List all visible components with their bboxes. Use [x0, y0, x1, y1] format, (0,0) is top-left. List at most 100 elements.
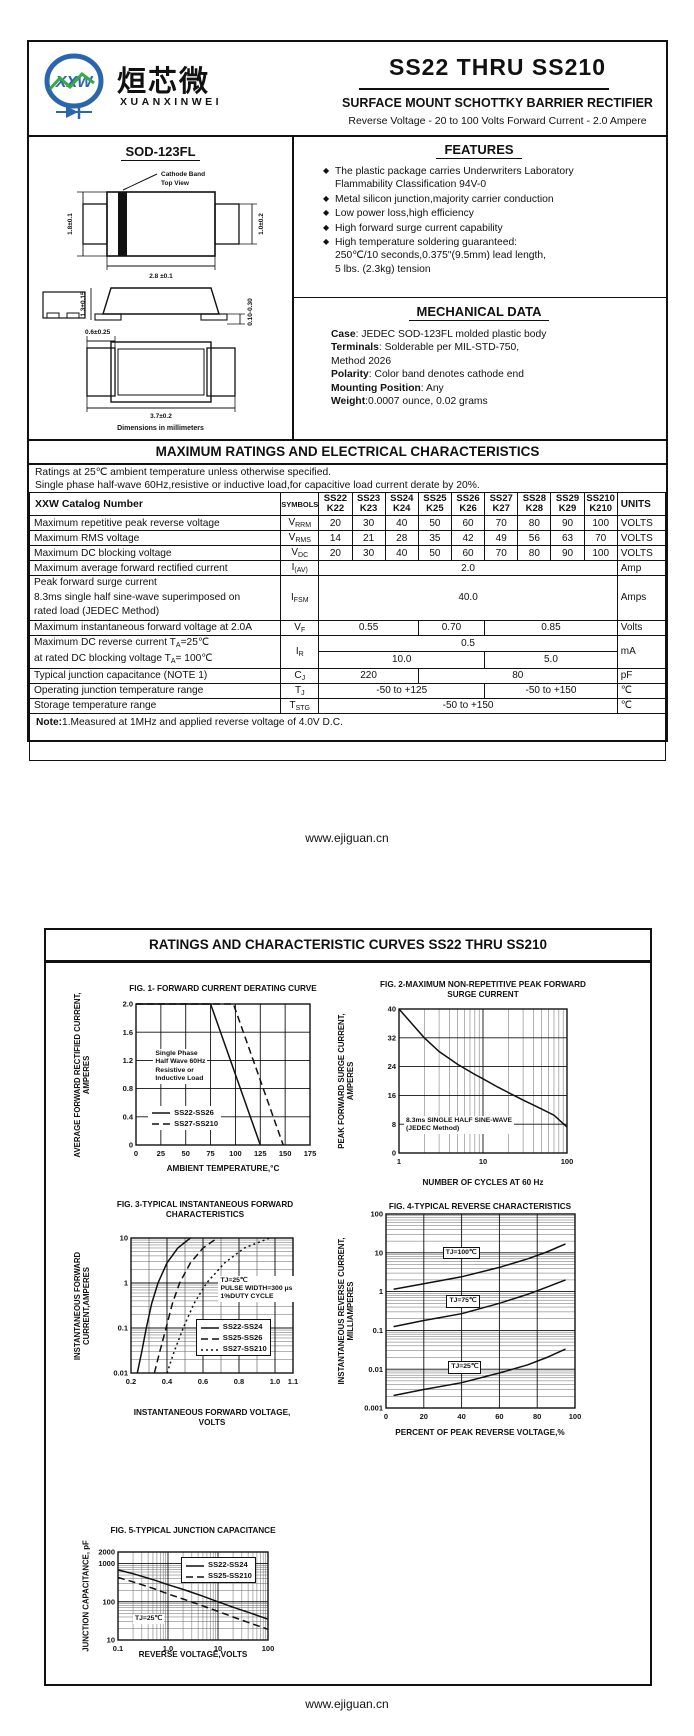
- part-alias: K29: [558, 503, 577, 514]
- mechanical-text: :0.0007 ounce, 0.02 grams: [365, 396, 488, 408]
- feature-item: Flammability Classification 94V-0: [323, 178, 659, 191]
- x-tick-label: 0.8: [234, 1377, 244, 1386]
- x-tick-label: 75: [206, 1149, 214, 1158]
- x-tick-label: 0.6: [198, 1377, 208, 1386]
- chart-y-axis-label-line: CURRENT,AMPERES: [82, 1266, 91, 1345]
- plot-border: [385, 1213, 576, 1409]
- chart-y-axis-label-line: INSTANTANEOUS FORWARD: [73, 1251, 82, 1360]
- y-tick-label: 0.4: [123, 1112, 134, 1121]
- value-cell: 90: [550, 545, 585, 561]
- mechanical-text: : Color band denotes cathode end: [368, 369, 524, 381]
- chart-x-axis-label-line: REVERSE VOLTAGE,VOLTS: [138, 1650, 248, 1659]
- units-header-cell: UNITS: [616, 492, 667, 516]
- row-label-cell: Storage temperature range: [28, 697, 282, 714]
- svg-text:1.3±0.15: 1.3±0.15: [80, 291, 87, 317]
- row-label-cell: Peak forward surge current 8.3ms single h…: [28, 575, 282, 621]
- svg-text:0.10-0.30: 0.10-0.30: [247, 298, 254, 326]
- value-cell: 50: [417, 545, 452, 561]
- chart-plot-fig2: 1 10 100 0 8 16 24 32 40: [388, 1005, 574, 1166]
- chart-title-line: FIG. 3-TYPICAL INSTANTANEOUS FORWARD: [116, 1200, 294, 1209]
- chart-annotation-line: PULSE WIDTH=300 μs: [220, 1285, 293, 1292]
- row-label-cell: Maximum DC blocking voltage: [28, 545, 282, 561]
- part-number: SS210: [586, 493, 615, 504]
- value-cell: 10.0: [318, 651, 486, 669]
- unit-cell: mA: [616, 634, 667, 669]
- x-tick-label: 0: [384, 1412, 388, 1421]
- value-cell: 0.5: [318, 634, 618, 652]
- mechanical-line: Mounting Position: Any: [331, 382, 661, 395]
- company-name-cn: 烜芯微: [117, 66, 211, 98]
- plot-border: [117, 1551, 269, 1641]
- chart-annotation-line: Resistive or: [155, 1066, 194, 1074]
- row-symbol-cell: CJ: [280, 667, 320, 684]
- row-symbol-cell: I(AV): [280, 560, 320, 576]
- text-segment: Maximum RMS voltage: [34, 532, 140, 544]
- text-segment: (AV): [294, 567, 308, 574]
- text-segment: V: [294, 621, 301, 633]
- feature-text: Low power loss,high efficiency: [335, 208, 474, 220]
- text-segment: FSM: [293, 596, 309, 604]
- text-segment: Maximum DC blocking voltage: [34, 547, 172, 559]
- chart-annotation: 8.3ms SINGLE HALF SINE-WAVE (JEDEC Method…: [404, 1115, 515, 1134]
- row-symbol-cell: VF: [280, 619, 320, 636]
- text-segment: rated load (JEDEC Method): [34, 606, 160, 617]
- part-number-cell: SS27 K27: [484, 492, 519, 516]
- column-divider: [292, 135, 294, 439]
- y-tick-label: 24: [388, 1062, 397, 1071]
- part-number: SS26: [456, 493, 480, 504]
- text-segment: J: [301, 674, 306, 682]
- unit-cell: ℃: [616, 682, 667, 699]
- unit-cell: VOLTS: [616, 530, 667, 546]
- table-note-row: Note:1.Measured at 1MHz and applied reve…: [29, 712, 666, 761]
- series-curve-SS22-SS24: [117, 1569, 269, 1620]
- chart-title-line: FIG. 1- FORWARD CURRENT DERATING CURVE: [129, 984, 317, 993]
- x-tick-label: 20: [420, 1412, 428, 1421]
- part-number: SS28: [522, 493, 546, 504]
- chart-annotation: TJ=25℃: [133, 1613, 165, 1624]
- y-tick-label: 0: [392, 1149, 396, 1158]
- row-label-line: Operating junction temperature range: [34, 684, 278, 697]
- chart-y-axis-label-line: PEAK FORWARD SURGE CURRENT,: [337, 1013, 346, 1149]
- chart-y-axis-label-line: AMPERES: [346, 1061, 355, 1101]
- x-tick-label: 100: [569, 1412, 582, 1421]
- legend-label: SS27-SS210: [174, 1118, 219, 1128]
- ratings-table: XXW Catalog Number SYMBOLS SS22 K22 SS23 K23 S…: [28, 492, 667, 761]
- chart-annotation-line: TJ=25℃: [451, 1363, 479, 1371]
- value-cell: 80: [417, 667, 618, 684]
- table-row: Peak forward surge current 8.3ms single h…: [28, 575, 667, 621]
- y-tick-label: 0.01: [368, 1365, 383, 1374]
- text-segment: RMS: [295, 537, 311, 544]
- chart-title-line: CHARACTERISTICS: [165, 1209, 245, 1219]
- feature-item: ◆ High forward surge current capability: [323, 221, 659, 235]
- chart-annotation: TJ=75℃: [446, 1295, 480, 1308]
- legend-line-sample-icon: [186, 1564, 204, 1567]
- chart-x-axis-label: INSTANTANEOUS FORWARD VOLTAGE, VOLTS: [134, 1408, 291, 1427]
- catalog-header-cell: XXW Catalog Number: [28, 492, 282, 516]
- table-row: Operating junction temperature range TJ -5…: [28, 682, 667, 699]
- chart-annotation-line: TJ=25℃: [220, 1276, 248, 1284]
- unit-cell: pF: [616, 667, 667, 684]
- row-label-line: Maximum RMS voltage: [34, 532, 278, 545]
- page-subtitle: SURFACE MOUNT SCHOTTKY BARRIER RECTIFIER: [342, 96, 653, 110]
- feature-bullet-icon: ◆: [323, 208, 330, 218]
- value-cell: 63: [550, 530, 585, 546]
- value-cell: 35: [417, 530, 452, 546]
- table-row: 10.0 5.0: [30, 651, 666, 669]
- chart-x-axis-label-line: INSTANTANEOUS FORWARD VOLTAGE,: [133, 1408, 291, 1417]
- chart-annotation: TJ=25℃ PULSE WIDTH=300 μs 1%DUTY CYCLE: [218, 1275, 295, 1303]
- figure-fig2: FIG. 2-MAXIMUM NON-REPETITIVE PEAK FORWA…: [330, 975, 654, 1213]
- mechanical-text: : Solderable per MIL-STD-750,: [378, 342, 520, 354]
- svg-text:3.7±0.2: 3.7±0.2: [150, 413, 172, 420]
- series-curve-TJ=100℃: [393, 1243, 566, 1290]
- value-cell: 40.0: [318, 575, 618, 621]
- y-tick-label: 1.6: [123, 1028, 133, 1037]
- y-tick-label: 1.2: [123, 1056, 133, 1065]
- chart-x-axis-label: AMBIENT TEMPERATURE,°C: [167, 1164, 280, 1174]
- header-divider: [29, 135, 666, 137]
- chart-annotation: TJ=25℃: [448, 1361, 482, 1374]
- row-symbol-cell: TSTG: [280, 697, 320, 714]
- chart-title-line: FIG. 4-TYPICAL REVERSE CHARACTERISTICS: [388, 1202, 572, 1211]
- text-segment: at rated DC blocking voltage T: [34, 652, 171, 664]
- series-curve-TJ=25℃: [393, 1348, 566, 1397]
- chart-title: FIG. 4-TYPICAL REVERSE CHARACTERISTICS: [389, 1202, 571, 1212]
